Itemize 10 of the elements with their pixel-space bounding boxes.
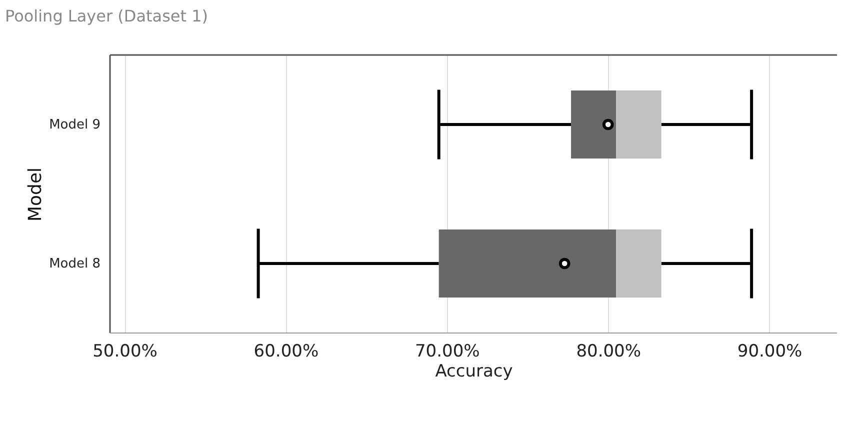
y-axis-title: Model <box>25 167 46 222</box>
x-axis-title: Accuracy <box>435 362 513 382</box>
x-tick-label: 70.00% <box>414 342 480 362</box>
y-tick-label: Model 8 <box>49 256 100 272</box>
x-tick-label: 80.00% <box>576 342 642 362</box>
chart-title: Pooling Layer (Dataset 1) <box>5 6 208 26</box>
x-tick-label: 90.00% <box>737 342 802 362</box>
x-tick-label: 60.00% <box>254 342 319 362</box>
y-tick-label: Model 9 <box>49 118 100 132</box>
x-tick-label: 50.00% <box>92 342 158 362</box>
